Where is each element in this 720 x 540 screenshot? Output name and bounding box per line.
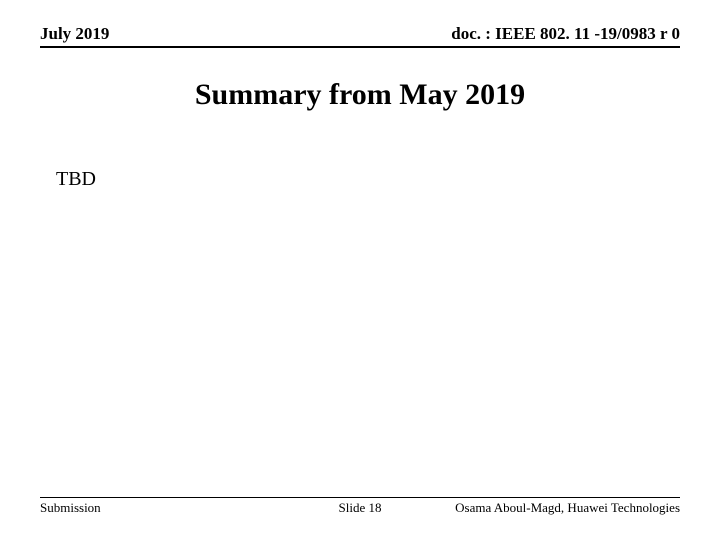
header-date: July 2019	[40, 24, 109, 44]
footer-author: Osama Aboul-Magd, Huawei Technologies	[455, 500, 680, 516]
slide-footer: Submission Slide 18 Osama Aboul-Magd, Hu…	[40, 497, 680, 516]
body-content: TBD	[56, 168, 96, 191]
slide-title: Summary from May 2019	[0, 78, 720, 112]
slide-header: July 2019 doc. : IEEE 802. 11 -19/0983 r…	[40, 24, 680, 48]
footer-slide-number: Slide 18	[339, 500, 382, 516]
footer-left: Submission	[40, 500, 101, 516]
header-doc-id: doc. : IEEE 802. 11 -19/0983 r 0	[451, 24, 680, 44]
